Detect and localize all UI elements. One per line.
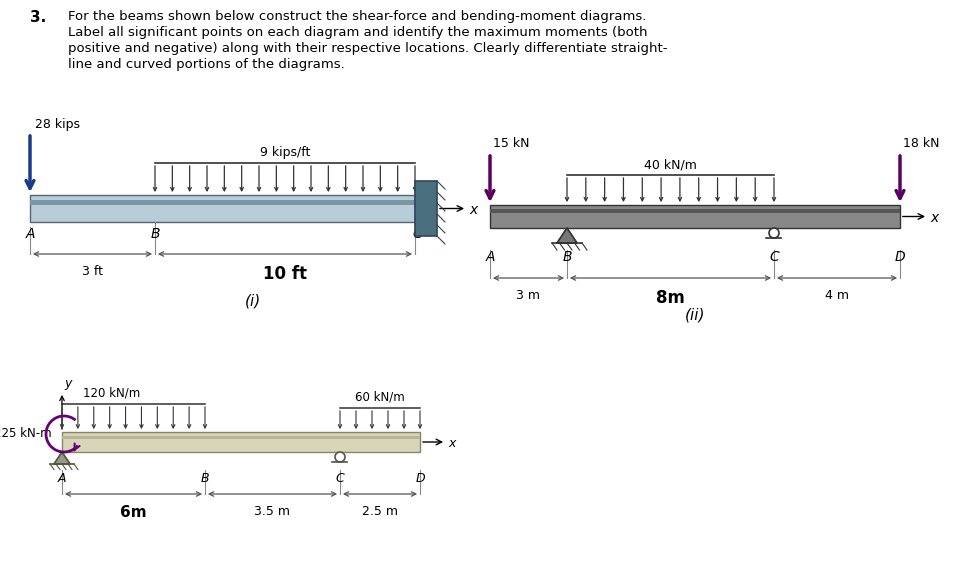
Text: 28 kips: 28 kips bbox=[35, 118, 80, 131]
Bar bbox=[489, 209, 899, 214]
Text: 9 kips/ft: 9 kips/ft bbox=[259, 146, 309, 159]
Text: x: x bbox=[469, 203, 477, 217]
Text: A: A bbox=[25, 227, 35, 241]
Text: B: B bbox=[561, 250, 571, 264]
Text: x: x bbox=[448, 437, 455, 451]
Bar bbox=[30, 195, 414, 222]
Bar bbox=[30, 200, 414, 205]
Text: C: C bbox=[335, 472, 344, 485]
Text: C: C bbox=[769, 250, 778, 264]
Text: A: A bbox=[484, 250, 494, 264]
Text: (ii): (ii) bbox=[684, 308, 704, 323]
Text: x: x bbox=[929, 211, 937, 225]
Text: C: C bbox=[411, 227, 422, 241]
Bar bbox=[489, 205, 899, 228]
Text: y: y bbox=[64, 377, 71, 390]
Text: B: B bbox=[150, 227, 160, 241]
Text: 120 kN/m: 120 kN/m bbox=[84, 387, 140, 400]
Bar bbox=[62, 432, 420, 452]
Text: 8m: 8m bbox=[655, 289, 684, 307]
Text: 40 kN/m: 40 kN/m bbox=[644, 158, 696, 171]
Circle shape bbox=[334, 452, 345, 462]
Text: 10 ft: 10 ft bbox=[262, 265, 307, 283]
Text: 3 ft: 3 ft bbox=[82, 265, 103, 278]
Text: 18 kN: 18 kN bbox=[902, 137, 939, 150]
Text: D: D bbox=[415, 472, 425, 485]
Text: Label all significant points on each diagram and identify the maximum moments (b: Label all significant points on each dia… bbox=[68, 26, 647, 39]
Text: For the beams shown below construct the shear-force and bending-moment diagrams.: For the beams shown below construct the … bbox=[68, 10, 646, 23]
Text: positive and negative) along with their respective locations. Clearly differenti: positive and negative) along with their … bbox=[68, 42, 667, 55]
Text: D: D bbox=[894, 250, 904, 264]
Text: 2.5 m: 2.5 m bbox=[361, 505, 398, 518]
Text: 3.5 m: 3.5 m bbox=[255, 505, 290, 518]
Text: 15 kN: 15 kN bbox=[492, 137, 529, 150]
Polygon shape bbox=[556, 228, 577, 243]
Text: 225 kN-m: 225 kN-m bbox=[0, 428, 52, 441]
Text: B: B bbox=[201, 472, 209, 485]
Text: A: A bbox=[58, 472, 66, 485]
Text: 6m: 6m bbox=[120, 505, 147, 520]
Bar bbox=[62, 436, 420, 439]
Text: 3.: 3. bbox=[30, 10, 46, 25]
Text: line and curved portions of the diagrams.: line and curved portions of the diagrams… bbox=[68, 58, 344, 71]
Text: 60 kN/m: 60 kN/m bbox=[355, 391, 405, 404]
Polygon shape bbox=[54, 452, 70, 464]
Text: (i): (i) bbox=[244, 294, 260, 309]
Bar bbox=[414, 181, 436, 236]
Text: 4 m: 4 m bbox=[825, 289, 849, 302]
Circle shape bbox=[768, 228, 778, 238]
Text: 3 m: 3 m bbox=[516, 289, 540, 302]
